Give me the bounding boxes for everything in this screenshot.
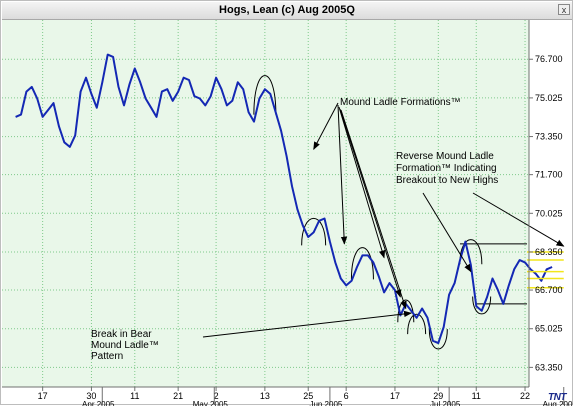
mound-annotation: Mound Ladle Formations™ [340, 97, 461, 108]
price-series [15, 53, 553, 345]
target-marks [527, 251, 564, 289]
x-tick-label: 29 [433, 391, 443, 401]
y-tick-label: 76.700 [535, 54, 563, 64]
annotation-arrows [202, 102, 565, 338]
plot-area [2, 20, 529, 387]
x-tick-label: 17 [38, 391, 48, 401]
y-tick-label: 71.700 [535, 170, 563, 180]
mound-arrow [338, 106, 386, 259]
x-tick-label: 22 [520, 391, 530, 401]
x-axis: 17 30 11 21 2 13 25 6 17 29 11 22 Apr 2005 May 2005 Ju… [38, 387, 573, 406]
reverse-annotation: Formation™ Indicating [396, 163, 497, 174]
x-tick-label: 30 [86, 391, 96, 401]
reverse-annotation: Reverse Mound Ladle [396, 151, 494, 162]
annotations: Mound Ladle Formations™ Reverse Mound Lad… [91, 97, 498, 362]
tnt-logo: TNT [548, 392, 566, 403]
y-tick-label: 70.025 [535, 208, 563, 218]
x-tick-label: 6 [344, 391, 349, 401]
ladle-arc [350, 247, 374, 280]
month-label: Aug 2005 [543, 400, 573, 406]
break-annotation: Break in Bear [91, 329, 152, 340]
y-tick-label: 68.350 [535, 247, 563, 257]
y-tick-label: 66.700 [535, 285, 563, 295]
ladle-arc [301, 217, 327, 246]
break-annotation: Mound Ladle™ [91, 340, 159, 351]
chart-title: Hogs, Lean (c) Aug 2005Q [219, 4, 355, 16]
close-icon[interactable]: x [558, 4, 570, 15]
reverse-arrow [472, 192, 565, 247]
y-axis: 63.350 65.025 66.700 68.350 70.025 71.700 73.3… [529, 54, 563, 372]
mound-arrow [313, 102, 339, 150]
y-tick-label: 75.025 [535, 93, 563, 103]
x-tick-label: 2 [214, 391, 219, 401]
break-arrow [202, 310, 413, 338]
mound-arrow [339, 108, 402, 298]
price-line [15, 53, 553, 345]
reverse-arrow [422, 192, 472, 273]
x-tick-label: 13 [260, 391, 270, 401]
y-tick-label: 63.350 [535, 362, 563, 372]
month-label: Apr 2005 [82, 400, 115, 406]
month-label: Jun 2005 [309, 400, 342, 406]
grid [2, 20, 529, 387]
x-tick-label: 17 [390, 391, 400, 401]
month-label: Jul 2005 [430, 400, 461, 406]
x-tick-label: 21 [173, 391, 183, 401]
x-tick-label: 25 [303, 391, 313, 401]
month-label: May 2005 [193, 400, 229, 406]
mound-arrow [337, 104, 348, 245]
y-tick-label: 73.350 [535, 132, 563, 142]
ladle-arc [428, 329, 448, 350]
x-tick-label: 11 [472, 391, 481, 401]
ladle-arc [253, 75, 277, 115]
y-tick-label: 65.025 [535, 324, 563, 334]
ladle-arc [472, 296, 492, 315]
title-bar: Hogs, Lean (c) Aug 2005Q x [2, 2, 572, 20]
mound-arrow [340, 109, 407, 310]
x-tick-label: 11 [130, 391, 139, 401]
ladle-arc [407, 314, 427, 335]
break-annotation: Pattern [91, 351, 123, 362]
ladle-arcs [253, 75, 492, 350]
reverse-annotation: Breakout to New Highs [396, 175, 498, 186]
